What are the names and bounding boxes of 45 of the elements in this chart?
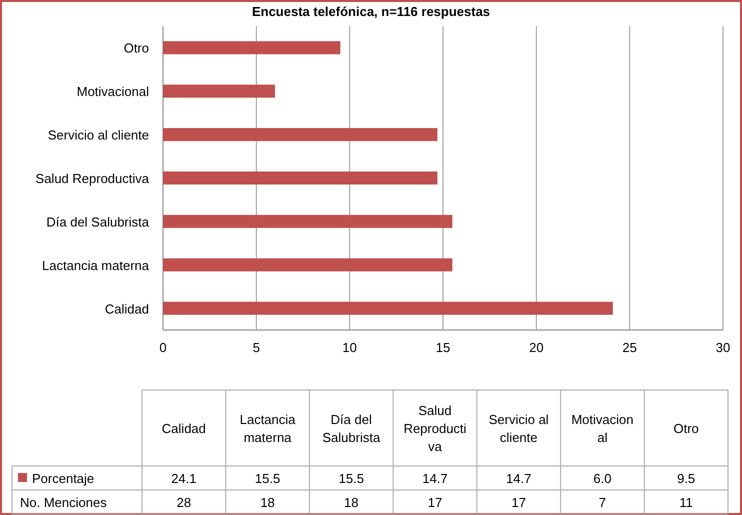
y-tick-label: Calidad <box>104 301 149 316</box>
y-tick-label: Salud Reproductiva <box>36 171 150 186</box>
bar <box>163 171 438 185</box>
bar <box>163 302 613 315</box>
category-label: Día del Salubrista <box>322 412 381 445</box>
category-label: Lactancia materna <box>240 412 296 445</box>
data-label: 24.1 <box>171 471 197 486</box>
data-label: 18 <box>344 495 359 510</box>
bar <box>163 258 452 272</box>
y-tick-label: Lactancia materna <box>42 258 150 273</box>
category-label: Calidad <box>162 421 206 436</box>
data-label: 15.5 <box>254 471 280 486</box>
x-tick-label: 5 <box>252 340 260 355</box>
data-label: 7 <box>598 495 606 510</box>
data-label: 17 <box>511 495 526 510</box>
x-tick-label: 10 <box>342 340 357 355</box>
x-tick-label: 30 <box>716 340 730 355</box>
data-label: 11 <box>679 495 693 510</box>
bar <box>163 214 452 228</box>
x-tick-label: 0 <box>159 340 167 355</box>
data-label: 14.7 <box>506 471 532 486</box>
chart-title: Encuesta telefónica, n=116 respuestas <box>252 4 490 19</box>
data-label: 6.0 <box>593 471 612 486</box>
x-tick-label: 20 <box>529 340 544 355</box>
data-label: 17 <box>428 495 442 510</box>
bar <box>163 41 340 54</box>
bar <box>163 84 275 98</box>
data-label: 14.7 <box>422 471 448 486</box>
data-label: 9.5 <box>677 471 696 486</box>
category-label: Motivacional <box>571 412 634 445</box>
data-label: 18 <box>260 495 275 510</box>
data-label: 15.5 <box>338 471 364 486</box>
category-label: Salud Reproductiva <box>404 403 467 454</box>
x-tick-label: 25 <box>622 340 637 355</box>
category-label: Otro <box>673 421 699 436</box>
data-label: 28 <box>176 495 192 510</box>
legend-label: Porcentaje <box>32 471 94 486</box>
y-tick-label: Día del Salubrista <box>46 214 150 230</box>
y-tick-label: Motivacional <box>76 84 150 100</box>
x-tick-label: 15 <box>436 340 450 355</box>
y-tick-label: Otro <box>124 40 149 56</box>
category-label: Servicio al cliente <box>488 412 549 445</box>
text: No. Menciones <box>20 495 108 510</box>
bar <box>163 128 438 142</box>
y-tick-label: Servicio al cliente <box>48 128 149 143</box>
